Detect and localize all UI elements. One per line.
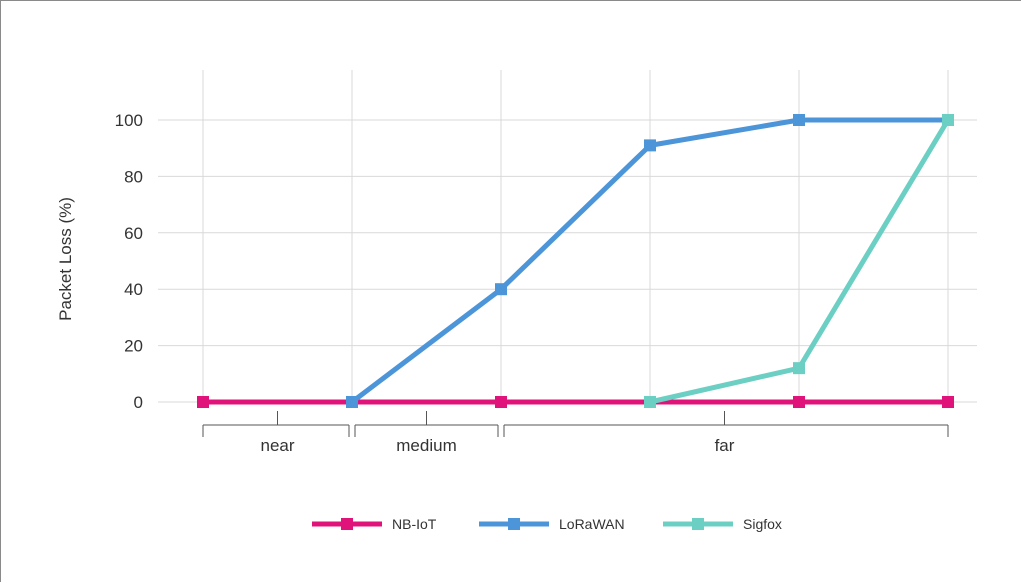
y-axis-label: Packet Loss (%) [56,197,75,321]
data-point [644,396,656,408]
y-axis: 0 20 40 60 80 100 [115,111,143,412]
data-point [942,114,954,126]
y-tick-label: 0 [134,393,143,412]
legend-item: LoRaWAN [479,516,625,532]
legend-swatch-marker [692,518,704,530]
data-point [495,396,507,408]
y-tick-label: 20 [124,337,143,356]
data-point [495,283,507,296]
series-layer [197,114,954,408]
series-nb-iot [197,396,954,408]
x-group-label: medium [396,436,456,455]
legend-item: Sigfox [663,516,782,532]
x-group-label: near [260,436,294,455]
data-point [942,396,954,408]
data-point [793,396,805,408]
legend-swatch-marker [341,518,353,530]
x-group-label: far [715,436,735,455]
legend-label: LoRaWAN [559,516,625,532]
series-sigfox [644,114,954,408]
data-point [197,396,209,408]
legend-label: NB-IoT [392,516,437,532]
legend-item: NB-IoT [312,516,437,532]
legend: NB-IoT LoRaWAN Sigfox [312,516,782,532]
data-point [793,114,805,126]
x-axis: near medium far [202,411,949,455]
legend-swatch-marker [508,518,520,530]
legend-label: Sigfox [743,516,782,532]
data-point [346,396,358,408]
y-tick-label: 80 [124,167,143,186]
y-tick-label: 60 [124,224,143,243]
data-point [793,362,805,375]
y-tick-label: 40 [124,280,143,299]
y-tick-label: 100 [115,111,143,130]
data-point [644,139,656,152]
